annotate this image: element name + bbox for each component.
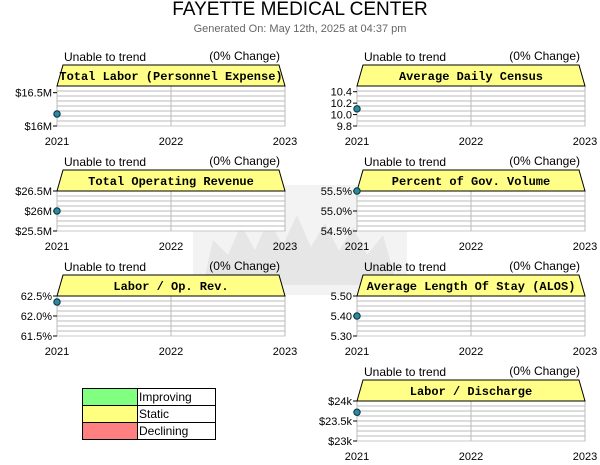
chart-3-ytick-label: $26M xyxy=(24,206,52,218)
chart-3-xtick-label: 2023 xyxy=(273,241,297,253)
chart-6-xtick-label: 2023 xyxy=(573,346,597,358)
chart-7-title: Labor / Discharge xyxy=(410,385,532,399)
chart-4-ytick-label: 55.0% xyxy=(321,206,352,218)
legend: Improving Static Declining xyxy=(82,388,216,440)
chart-5-status: Unable to trend xyxy=(64,260,146,274)
legend-swatch-declining xyxy=(82,422,138,440)
chart-5-xtick-label: 2022 xyxy=(159,346,183,358)
chart-1-ytick-label: $16M xyxy=(24,121,52,133)
chart-2-ytick-label: 10.0 xyxy=(331,110,352,122)
chart-5-header-tab xyxy=(56,274,286,297)
chart-4-title: Percent of Gov. Volume xyxy=(392,175,550,189)
chart-3-status: Unable to trend xyxy=(64,155,146,169)
chart-3-xtick-label: 2021 xyxy=(45,241,69,253)
chart-2-ytick-label: 10.2 xyxy=(331,98,352,110)
chart-3-ytick-label: $26.5M xyxy=(15,186,52,198)
chart-4-change: (0% Change) xyxy=(509,154,580,168)
chart-1-status: Unable to trend xyxy=(64,50,146,64)
chart-2-xtick-label: 2021 xyxy=(345,136,369,148)
legend-row-declining: Declining xyxy=(82,422,216,440)
watermark-silhouette xyxy=(203,215,397,285)
chart-5-change: (0% Change) xyxy=(209,259,280,273)
legend-label-improving: Improving xyxy=(137,388,216,406)
chart-7-ytick-label: $24k xyxy=(328,396,352,408)
chart-3-change: (0% Change) xyxy=(209,154,280,168)
chart-1-ytick-label: $16.5M xyxy=(15,88,52,100)
legend-label-declining: Declining xyxy=(137,422,216,440)
chart-3-title: Total Operating Revenue xyxy=(88,175,254,189)
chart-7-xtick-label: 2022 xyxy=(459,451,483,463)
chart-6-status: Unable to trend xyxy=(364,260,446,274)
chart-3-header-tab xyxy=(56,169,286,192)
generated-timestamp: Generated On: May 12th, 2025 at 04:37 pm xyxy=(193,23,407,35)
chart-3-ytick-label: $25.5M xyxy=(15,226,52,238)
chart-1-title: Total Labor (Personnel Expense) xyxy=(59,70,282,84)
chart-6-ytick-label: 5.40 xyxy=(331,311,352,323)
chart-4-ytick-label: 55.5% xyxy=(321,186,352,198)
chart-7-xtick-label: 2021 xyxy=(345,451,369,463)
chart-6-ytick-label: 5.30 xyxy=(331,331,352,343)
chart-6-xtick-label: 2021 xyxy=(345,346,369,358)
chart-6-ytick-label: 5.50 xyxy=(331,291,352,303)
chart-5-xtick-label: 2021 xyxy=(45,346,69,358)
chart-6-data-point xyxy=(353,312,361,320)
chart-1-change: (0% Change) xyxy=(209,49,280,63)
legend-label-static: Static xyxy=(137,405,216,423)
chart-2-title: Average Daily Census xyxy=(399,70,543,84)
chart-6-title: Average Length Of Stay (ALOS) xyxy=(367,280,576,294)
chart-1-header-tab xyxy=(56,64,286,87)
chart-2-header-tab xyxy=(356,64,586,87)
chart-7-ytick-label: $23.5k xyxy=(319,416,353,428)
chart-5-ytick-label: 62.0% xyxy=(21,311,52,323)
chart-4-data-point xyxy=(353,187,361,195)
chart-4-status: Unable to trend xyxy=(364,155,446,169)
chart-2-ytick-label: 9.8 xyxy=(337,121,352,133)
chart-1-xtick-label: 2023 xyxy=(273,136,297,148)
chart-1-data-point xyxy=(53,110,61,118)
chart-3-xtick-label: 2022 xyxy=(159,241,183,253)
chart-5-data-point xyxy=(53,298,61,306)
legend-row-static: Static xyxy=(82,405,216,423)
chart-3-data-point xyxy=(53,207,61,215)
chart-5-ytick-label: 61.5% xyxy=(21,331,52,343)
chart-4-xtick-label: 2021 xyxy=(345,241,369,253)
chart-4-xtick-label: 2023 xyxy=(573,241,597,253)
chart-4-header-tab xyxy=(356,169,586,192)
chart-5-ytick-label: 62.5% xyxy=(21,291,52,303)
chart-6-header-tab xyxy=(356,274,586,297)
chart-7-header-tab xyxy=(356,379,586,402)
chart-4-xtick-label: 2022 xyxy=(459,241,483,253)
legend-row-improving: Improving xyxy=(82,388,216,406)
chart-2-data-point xyxy=(353,105,361,113)
legend-swatch-improving xyxy=(82,388,138,406)
chart-7-ytick-label: $23k xyxy=(328,436,352,448)
chart-6-xtick-label: 2022 xyxy=(459,346,483,358)
chart-7-change: (0% Change) xyxy=(509,364,580,378)
chart-2-change: (0% Change) xyxy=(509,49,580,63)
chart-2-ytick-label: 10.4 xyxy=(331,87,352,99)
legend-swatch-static xyxy=(82,405,138,423)
chart-7-xtick-label: 2023 xyxy=(573,451,597,463)
chart-5-title: Labor / Op. Rev. xyxy=(113,280,228,294)
chart-7-data-point xyxy=(353,408,361,416)
chart-6-change: (0% Change) xyxy=(509,259,580,273)
chart-4-ytick-label: 54.5% xyxy=(321,226,352,238)
chart-1-xtick-label: 2022 xyxy=(159,136,183,148)
chart-2-xtick-label: 2022 xyxy=(459,136,483,148)
chart-2-status: Unable to trend xyxy=(364,50,446,64)
chart-7-status: Unable to trend xyxy=(364,365,446,379)
chart-5-xtick-label: 2023 xyxy=(273,346,297,358)
page-title: FAYETTE MEDICAL CENTER xyxy=(172,0,428,20)
chart-2-xtick-label: 2023 xyxy=(573,136,597,148)
chart-1-xtick-label: 2021 xyxy=(45,136,69,148)
